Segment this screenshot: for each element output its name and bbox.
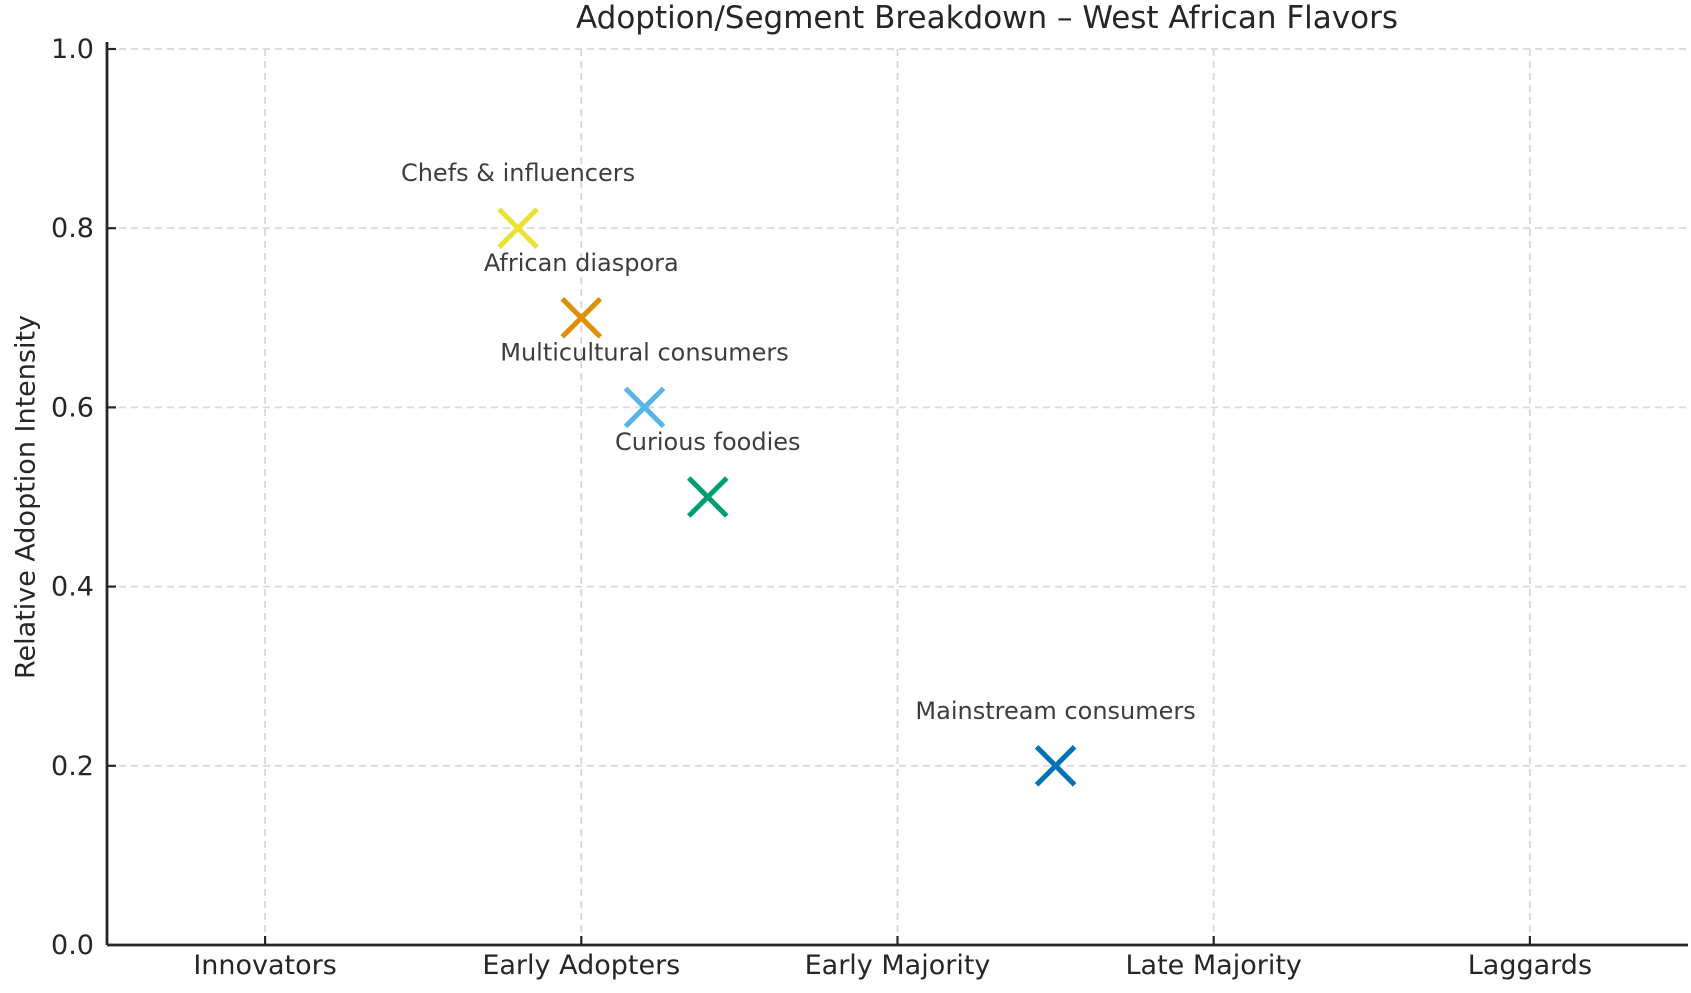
y-tick-label: 0.4 — [51, 572, 94, 603]
x-tick-label: Innovators — [193, 950, 337, 981]
x-marker-stroke — [560, 297, 603, 339]
y-tick-label: 0.2 — [51, 751, 94, 782]
point-label: Mainstream consumers — [915, 697, 1195, 725]
x-tick-label: Early Adopters — [482, 950, 680, 981]
point-label: Curious foodies — [615, 428, 801, 456]
y-tick-label: 0.8 — [51, 213, 94, 244]
point-label: African diaspora — [484, 249, 679, 277]
x-marker-stroke — [1034, 745, 1077, 787]
y-tick-label: 0.0 — [51, 930, 94, 961]
data-point — [497, 207, 539, 249]
data-point — [560, 297, 603, 339]
point-label: Chefs & influencers — [401, 159, 635, 187]
x-tick-label: Early Majority — [805, 950, 991, 981]
data-point — [1034, 745, 1077, 787]
x-marker-stroke — [623, 386, 666, 429]
data-point — [687, 476, 729, 518]
point-label: Multicultural consumers — [500, 338, 789, 366]
x-marker-stroke — [497, 207, 539, 249]
x-tick-label: Laggards — [1468, 950, 1592, 981]
x-marker-stroke — [687, 476, 729, 518]
chart-title: Adoption/Segment Breakdown – West Africa… — [576, 0, 1398, 36]
y-tick-label: 0.6 — [51, 392, 94, 423]
y-axis-label: Relative Adoption Intensity — [10, 314, 42, 680]
data-point — [623, 386, 666, 429]
y-tick-label: 1.0 — [51, 34, 94, 65]
x-tick-label: Late Majority — [1125, 950, 1301, 981]
